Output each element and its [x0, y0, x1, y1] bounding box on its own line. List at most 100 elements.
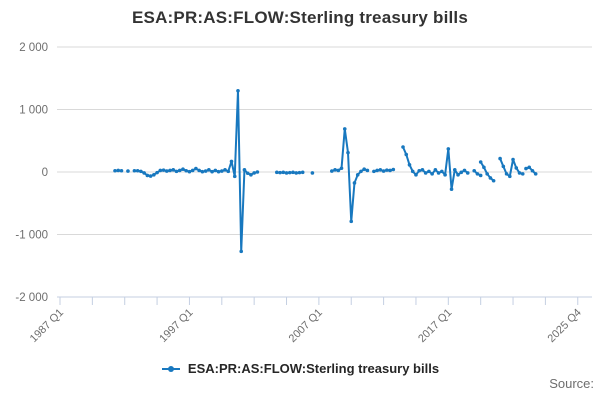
data-point-marker[interactable]: [524, 166, 528, 171]
data-point-marker[interactable]: [145, 173, 150, 178]
data-point-marker[interactable]: [508, 174, 512, 179]
data-point-marker[interactable]: [520, 172, 525, 176]
data-point-marker[interactable]: [200, 169, 205, 174]
data-point-marker[interactable]: [385, 168, 389, 172]
data-point-marker[interactable]: [488, 176, 493, 180]
data-point-marker[interactable]: [168, 168, 172, 173]
data-point-marker[interactable]: [275, 170, 279, 175]
data-point-marker[interactable]: [213, 168, 218, 173]
data-point-marker[interactable]: [430, 172, 434, 176]
data-point-marker[interactable]: [161, 168, 166, 172]
data-point-marker[interactable]: [359, 169, 363, 174]
data-point-marker[interactable]: [446, 147, 451, 151]
data-point-marker[interactable]: [511, 157, 515, 162]
data-point-marker[interactable]: [404, 152, 409, 157]
data-point-marker[interactable]: [226, 169, 231, 174]
data-point-marker[interactable]: [278, 170, 282, 175]
data-point-marker[interactable]: [310, 171, 315, 175]
data-point-marker[interactable]: [132, 168, 137, 173]
data-point-marker[interactable]: [229, 159, 234, 164]
data-point-marker[interactable]: [427, 169, 431, 174]
data-point-marker[interactable]: [388, 168, 392, 173]
data-point-marker[interactable]: [194, 166, 198, 171]
data-point-marker[interactable]: [478, 160, 483, 164]
data-point-marker[interactable]: [113, 168, 117, 173]
data-point-marker[interactable]: [155, 170, 159, 175]
data-point-marker[interactable]: [491, 178, 496, 183]
data-point-marker[interactable]: [527, 165, 532, 170]
data-point-marker[interactable]: [297, 170, 302, 175]
data-point-marker[interactable]: [333, 168, 337, 172]
data-point-marker[interactable]: [339, 166, 344, 171]
data-point-marker[interactable]: [184, 168, 189, 173]
data-point-marker[interactable]: [210, 169, 214, 174]
data-point-marker[interactable]: [181, 167, 185, 171]
data-point-marker[interactable]: [187, 169, 192, 174]
data-point-marker[interactable]: [423, 171, 428, 175]
legend-item[interactable]: ESA:PR:AS:FLOW:Sterling treasury bills: [0, 361, 600, 376]
data-point-marker[interactable]: [291, 170, 295, 175]
data-point-marker[interactable]: [452, 168, 457, 172]
data-point-marker[interactable]: [207, 168, 211, 172]
data-point-marker[interactable]: [436, 171, 441, 175]
data-point-marker[interactable]: [433, 168, 438, 172]
data-point-marker[interactable]: [116, 168, 121, 173]
data-point-marker[interactable]: [472, 168, 477, 173]
data-point-marker[interactable]: [284, 171, 289, 175]
data-point-marker[interactable]: [504, 172, 509, 176]
data-point-marker[interactable]: [336, 168, 341, 173]
data-point-marker[interactable]: [216, 169, 221, 174]
data-point-marker[interactable]: [375, 168, 379, 173]
data-point-marker[interactable]: [530, 168, 535, 173]
data-point-marker[interactable]: [281, 170, 286, 175]
data-point-marker[interactable]: [372, 169, 376, 174]
data-point-marker[interactable]: [197, 168, 201, 173]
data-point-marker[interactable]: [475, 172, 480, 176]
data-point-marker[interactable]: [232, 174, 237, 179]
data-point-marker[interactable]: [378, 168, 383, 172]
data-point-marker[interactable]: [449, 187, 454, 191]
data-point-marker[interactable]: [482, 165, 486, 170]
data-point-marker[interactable]: [485, 172, 489, 176]
data-point-marker[interactable]: [342, 127, 347, 131]
data-point-marker[interactable]: [410, 169, 415, 174]
data-point-marker[interactable]: [478, 173, 483, 178]
data-point-marker[interactable]: [171, 168, 176, 172]
data-point-marker[interactable]: [177, 168, 182, 173]
data-point-marker[interactable]: [365, 168, 370, 173]
data-point-marker[interactable]: [174, 169, 179, 174]
data-point-marker[interactable]: [456, 173, 460, 177]
data-point-marker[interactable]: [223, 168, 227, 172]
data-point-marker[interactable]: [459, 170, 464, 175]
data-point-marker[interactable]: [242, 168, 247, 172]
data-point-marker[interactable]: [158, 168, 163, 173]
data-point-marker[interactable]: [294, 171, 299, 175]
data-point-marker[interactable]: [352, 181, 357, 185]
data-point-marker[interactable]: [498, 156, 502, 161]
data-point-marker[interactable]: [517, 171, 522, 175]
data-point-marker[interactable]: [300, 170, 305, 175]
data-point-marker[interactable]: [236, 88, 240, 93]
data-point-marker[interactable]: [417, 168, 421, 173]
data-point-marker[interactable]: [349, 219, 354, 224]
data-point-marker[interactable]: [135, 168, 140, 173]
data-point-marker[interactable]: [501, 164, 506, 169]
data-point-marker[interactable]: [220, 169, 224, 173]
data-point-marker[interactable]: [330, 169, 334, 173]
data-point-marker[interactable]: [142, 171, 146, 175]
data-point-marker[interactable]: [462, 168, 467, 173]
data-point-marker[interactable]: [440, 169, 444, 174]
data-point-marker[interactable]: [148, 174, 153, 178]
data-point-marker[interactable]: [391, 167, 396, 172]
data-point-marker[interactable]: [465, 171, 470, 175]
data-point-marker[interactable]: [255, 170, 260, 174]
data-point-marker[interactable]: [245, 171, 250, 176]
data-point-marker[interactable]: [164, 169, 169, 173]
data-point-marker[interactable]: [239, 249, 244, 254]
data-point-marker[interactable]: [119, 168, 124, 173]
data-point-marker[interactable]: [203, 169, 208, 173]
data-point-marker[interactable]: [401, 145, 405, 149]
data-point-marker[interactable]: [355, 173, 360, 177]
data-point-marker[interactable]: [407, 163, 412, 167]
data-point-marker[interactable]: [514, 166, 519, 170]
